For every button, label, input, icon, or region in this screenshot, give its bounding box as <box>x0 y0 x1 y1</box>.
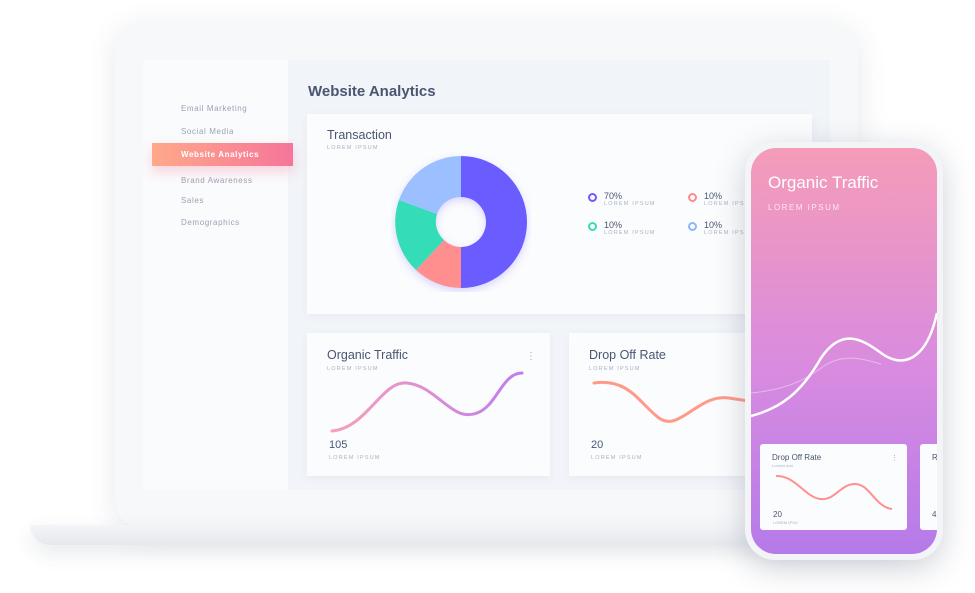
organic-line <box>330 371 524 433</box>
legend-value: 70% <box>604 191 623 201</box>
legend-value: 10% <box>704 191 723 201</box>
card-title: Drop Off Rate <box>772 453 822 462</box>
laptop-screen: Email Marketing Social Media Website Ana… <box>143 60 830 490</box>
card-title: Transaction <box>327 128 392 142</box>
organic-value-label: LOREM IPSUM <box>329 455 381 461</box>
card-subtitle: LOREM IPSUM <box>589 366 641 372</box>
card-title: Drop Off Rate <box>589 348 666 362</box>
legend-label: LOREM IPSUM <box>604 201 656 207</box>
legend-item: 70% LOREM IPSUM <box>588 191 656 207</box>
sidebar-item-sales[interactable]: Sales <box>181 196 205 205</box>
page-title: Website Analytics <box>308 83 436 100</box>
legend-ring-icon <box>688 222 697 231</box>
organic-traffic-card: Organic Traffic LOREM IPSUM ⋮ 105 LOREM … <box>307 333 550 476</box>
sidebar-item-brand-awareness[interactable]: Brand Awareness <box>181 176 253 185</box>
sidebar-item-website-analytics[interactable]: Website Analytics <box>152 143 293 166</box>
card-subtitle: LOREM IPSUM <box>327 145 379 151</box>
donut-slice-purple <box>461 156 527 288</box>
sidebar: Email Marketing Social Media Website Ana… <box>143 60 293 490</box>
legend-ring-icon <box>688 193 697 202</box>
donut-slice-salmon <box>416 240 461 288</box>
card-value: 20 <box>773 510 782 519</box>
sidebar-item-email-marketing[interactable]: Email Marketing <box>181 104 248 113</box>
legend-item: 10% LOREM IPSUM <box>588 220 656 236</box>
card-value-label: LOREM IPSU <box>773 520 798 525</box>
phone-frame: Organic Traffic LOREM IPSUM Drop Off Rat… <box>745 142 943 560</box>
more-menu-icon[interactable]: ⋮ <box>891 455 898 462</box>
phone-subtitle: LOREM IPSUM <box>768 203 841 212</box>
sidebar-item-demographics[interactable]: Demographics <box>181 218 240 227</box>
phone-screen: Organic Traffic LOREM IPSUM Drop Off Rat… <box>751 148 937 554</box>
more-menu-icon[interactable]: ⋮ <box>526 351 536 362</box>
card-subtitle: Lorems ipst <box>772 463 793 468</box>
legend-item: 10% LOREM IPSUM <box>688 220 756 236</box>
legend-ring-icon <box>588 222 597 231</box>
legend-value: 10% <box>604 220 623 230</box>
card-title: Organic Traffic <box>327 348 409 362</box>
donut-slice-blue <box>399 156 461 214</box>
legend-label: LOREM IPSUM <box>704 201 756 207</box>
legend-ring-icon <box>588 193 597 202</box>
card-title: R <box>932 453 937 462</box>
phone-dropoff-line <box>775 474 893 510</box>
card-value: 4 <box>932 510 937 519</box>
donut-slice-green <box>395 200 444 270</box>
phone-drop-off-card: Drop Off Rate Lorems ipst ⋮ 20 LOREM IPS… <box>760 444 907 530</box>
phone-traffic-line <box>751 312 937 418</box>
phone-second-card: R 4 <box>920 444 937 530</box>
laptop-base <box>30 525 905 545</box>
donut-chart <box>395 156 527 288</box>
legend-item: 10% LOREM IPSUM <box>688 191 756 207</box>
dropoff-value: 20 <box>591 439 604 451</box>
dropoff-value-label: LOREM IPSUM <box>591 455 643 461</box>
legend-label: LOREM IPSUM <box>604 230 656 236</box>
phone-title: Organic Traffic <box>768 173 879 192</box>
sidebar-item-social-media[interactable]: Social Media <box>181 127 235 136</box>
transaction-card: Transaction LOREM IPSUM 70% LOREM IPSUM 1… <box>307 114 812 314</box>
legend-value: 10% <box>704 220 723 230</box>
card-subtitle: LOREM IPSUM <box>327 366 379 372</box>
legend-label: LOREM IPSUM <box>704 230 756 236</box>
organic-value: 105 <box>329 439 348 451</box>
